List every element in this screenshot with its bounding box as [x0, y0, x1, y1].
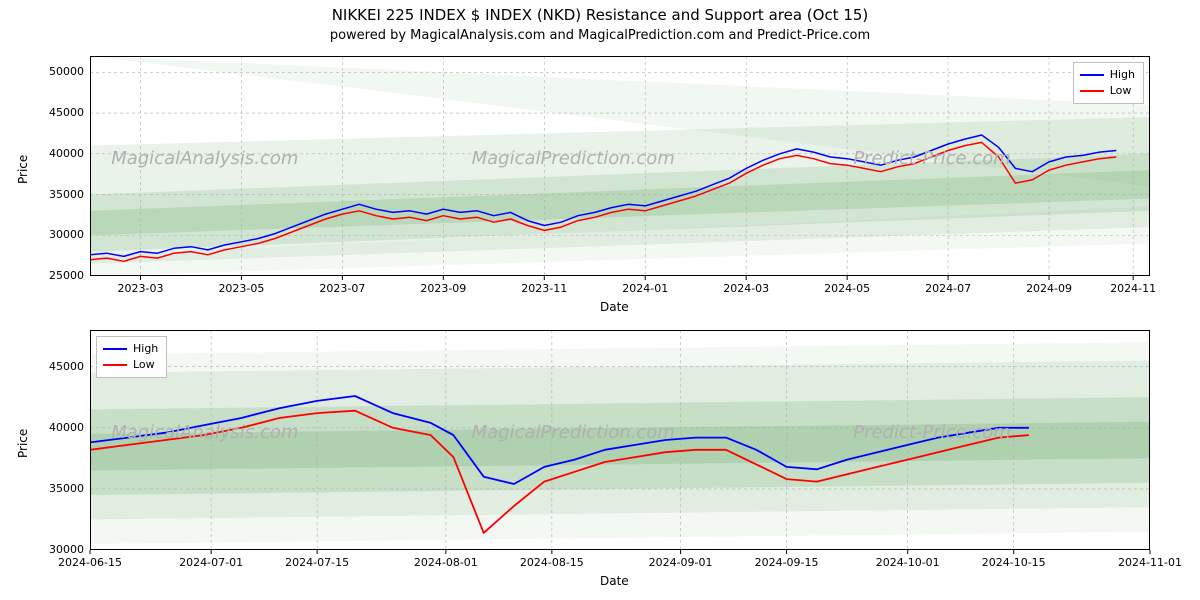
xtick-label: 2024-08-15 [512, 556, 592, 569]
x-axis-label: Date [600, 300, 629, 314]
figure: NIKKEI 225 INDEX $ INDEX (NKD) Resistanc… [0, 0, 1200, 600]
legend-item: High [1080, 67, 1135, 83]
plot-area [90, 56, 1150, 276]
xtick-label: 2024-09 [1009, 282, 1089, 295]
xtick-label: 2023-03 [100, 282, 180, 295]
legend-item: Low [1080, 83, 1135, 99]
xtick-label: 2024-01 [605, 282, 685, 295]
xtick-label: 2024-11-01 [1110, 556, 1190, 569]
xtick-label: 2024-03 [706, 282, 786, 295]
xtick-label: 2024-05 [807, 282, 887, 295]
chart-panel-top: 2500030000350004000045000500002023-03202… [90, 56, 1150, 276]
legend-label: High [1110, 67, 1135, 83]
legend: HighLow [1073, 62, 1144, 104]
ytick-label: 30000 [24, 543, 84, 556]
legend-swatch [103, 364, 127, 366]
xtick-label: 2024-06-15 [50, 556, 130, 569]
ytick-label: 40000 [24, 147, 84, 160]
legend-item: High [103, 341, 158, 357]
xtick-label: 2023-09 [403, 282, 483, 295]
xtick-label: 2024-09-01 [641, 556, 721, 569]
legend-label: High [133, 341, 158, 357]
ytick-label: 35000 [24, 482, 84, 495]
ytick-label: 30000 [24, 228, 84, 241]
xtick-label: 2024-07-01 [171, 556, 251, 569]
xtick-label: 2024-10-15 [974, 556, 1054, 569]
ytick-label: 45000 [24, 106, 84, 119]
xtick-label: 2024-08-01 [406, 556, 486, 569]
ytick-label: 40000 [24, 421, 84, 434]
legend-swatch [1080, 90, 1104, 92]
ytick-label: 35000 [24, 188, 84, 201]
xtick-label: 2023-05 [201, 282, 281, 295]
xtick-label: 2024-10-01 [868, 556, 948, 569]
ytick-label: 50000 [24, 65, 84, 78]
xtick-label: 2024-11 [1093, 282, 1173, 295]
legend-item: Low [103, 357, 158, 373]
xtick-label: 2024-07-15 [277, 556, 357, 569]
legend-label: Low [133, 357, 155, 373]
xtick-label: 2023-11 [504, 282, 584, 295]
chart-panel-bottom: 300003500040000450002024-06-152024-07-01… [90, 330, 1150, 550]
legend-label: Low [1110, 83, 1132, 99]
legend-swatch [1080, 74, 1104, 76]
y-axis-label: Price [16, 429, 30, 458]
xtick-label: 2024-09-15 [747, 556, 827, 569]
xtick-label: 2024-07 [908, 282, 988, 295]
legend-swatch [103, 348, 127, 350]
chart-subtitle: powered by MagicalAnalysis.com and Magic… [0, 28, 1200, 43]
y-axis-label: Price [16, 155, 30, 184]
xtick-label: 2023-07 [302, 282, 382, 295]
ytick-label: 25000 [24, 269, 84, 282]
legend: HighLow [96, 336, 167, 378]
plot-area [90, 330, 1150, 550]
chart-title: NIKKEI 225 INDEX $ INDEX (NKD) Resistanc… [0, 6, 1200, 24]
ytick-label: 45000 [24, 360, 84, 373]
x-axis-label: Date [600, 574, 629, 588]
support-resistance-band [90, 342, 1150, 544]
